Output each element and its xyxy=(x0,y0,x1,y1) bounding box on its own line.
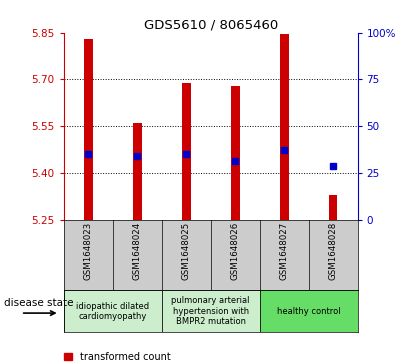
Bar xyxy=(64,290,162,332)
Bar xyxy=(260,290,358,332)
Text: healthy control: healthy control xyxy=(277,307,340,316)
Text: GSM1648026: GSM1648026 xyxy=(231,222,240,280)
Title: GDS5610 / 8065460: GDS5610 / 8065460 xyxy=(143,19,278,32)
Text: disease state: disease state xyxy=(4,298,74,307)
Text: GSM1648027: GSM1648027 xyxy=(279,222,289,280)
Bar xyxy=(182,82,191,220)
Text: pulmonary arterial
hypertension with
BMPR2 mutation: pulmonary arterial hypertension with BMP… xyxy=(171,296,250,326)
Text: GSM1648024: GSM1648024 xyxy=(133,222,142,280)
Bar xyxy=(329,195,337,220)
Text: GSM1648028: GSM1648028 xyxy=(328,222,337,280)
Bar xyxy=(231,86,240,220)
Bar xyxy=(162,290,260,332)
Bar xyxy=(280,34,289,220)
Legend: transformed count, percentile rank within the sample: transformed count, percentile rank withi… xyxy=(65,351,245,363)
Text: idiopathic dilated
cardiomyopathy: idiopathic dilated cardiomyopathy xyxy=(76,302,149,321)
Text: GSM1648023: GSM1648023 xyxy=(84,222,93,280)
Text: GSM1648025: GSM1648025 xyxy=(182,222,191,280)
Bar xyxy=(133,123,141,220)
Bar xyxy=(84,39,92,220)
